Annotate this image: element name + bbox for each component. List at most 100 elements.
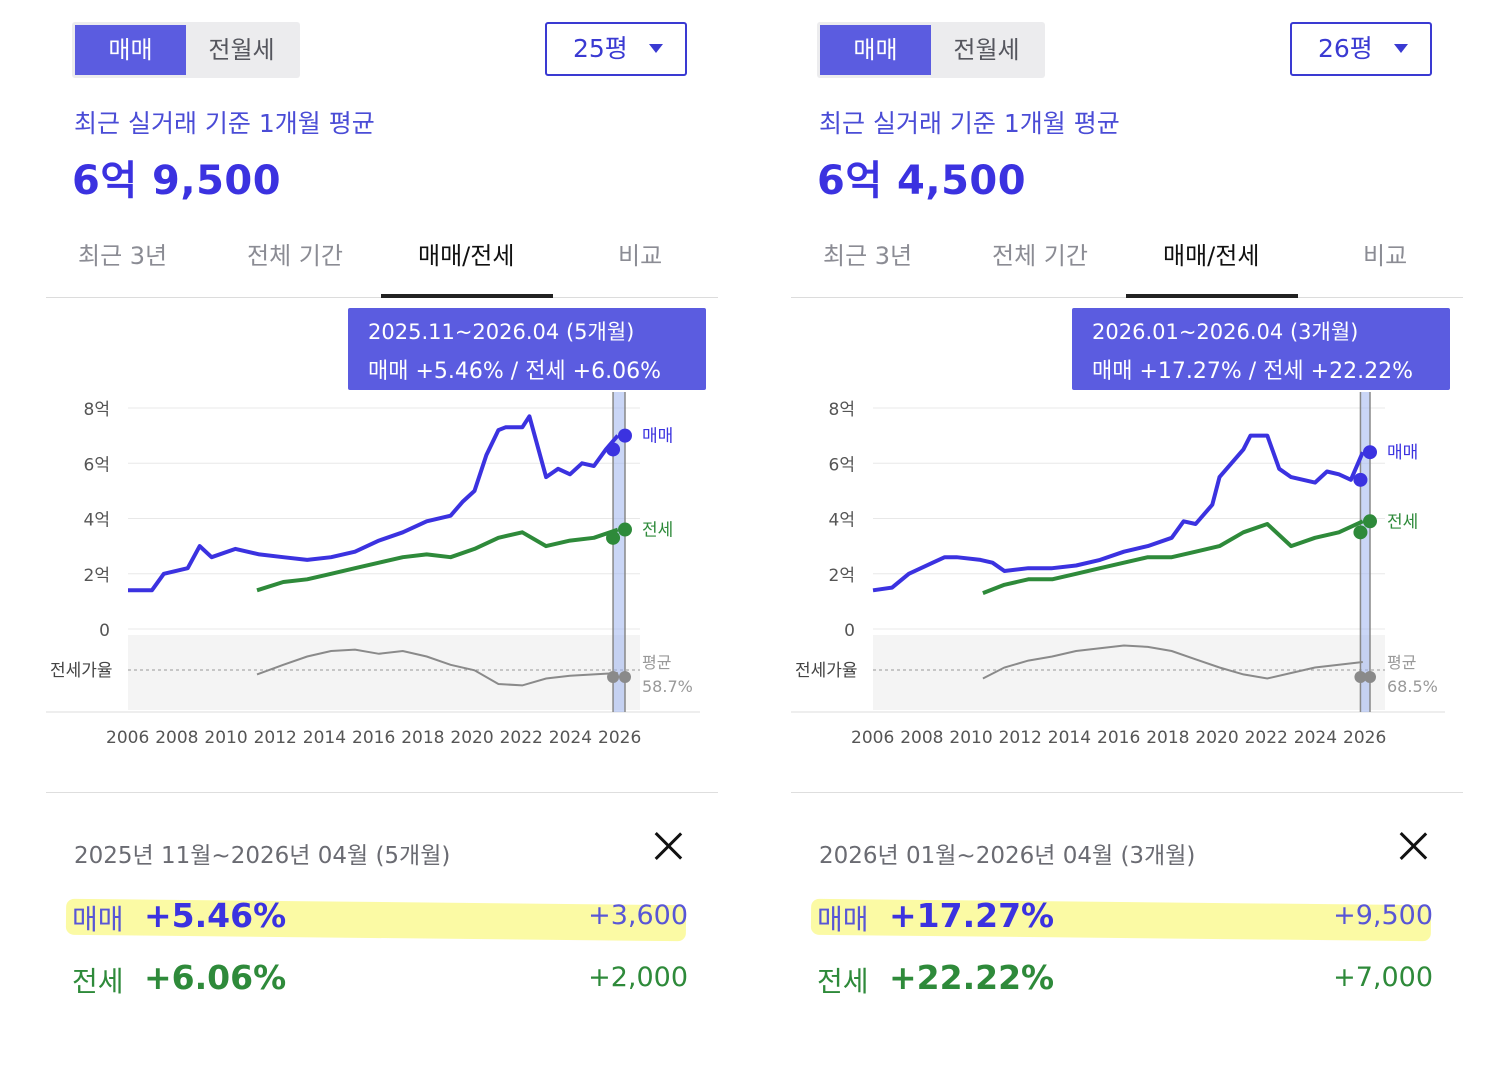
sale-series-label: 매매 [642, 427, 673, 447]
jeonse-end-point [618, 522, 632, 537]
tab-recent-3y[interactable]: 최근 3년 [78, 242, 168, 270]
section-divider [791, 792, 1463, 793]
x-tick-label: 2016 [352, 728, 395, 748]
x-tick-label: 2010 [949, 728, 992, 748]
y-tick-label: 8억 [84, 400, 110, 420]
jeonse-change-percent: +6.06% [144, 958, 287, 997]
avg-ratio-value: 58.7% [642, 677, 693, 696]
selected-range [613, 392, 625, 712]
trade-type-toggle: 매매 전월세 [72, 22, 300, 78]
range-tooltip: 2026.01~2026.04 (3개월) 매매 +17.27% / 전세 +2… [1072, 308, 1450, 390]
sale-start-point [1353, 472, 1368, 487]
x-tick-label: 2018 [1146, 728, 1189, 748]
chevron-down-icon [649, 44, 663, 53]
ratio-start-point [607, 671, 620, 683]
avg-ratio-value: 68.5% [1387, 677, 1438, 696]
selected-range [1360, 392, 1370, 712]
jeonse-end-point [1363, 514, 1377, 529]
x-tick-label: 2022 [1245, 728, 1288, 748]
sale-change-amount: +9,500 [1333, 900, 1433, 931]
sale-change-label: 매매 [72, 903, 124, 936]
close-icon[interactable] [652, 830, 684, 862]
tab-compare[interactable]: 비교 [618, 242, 663, 270]
y-tick-label: 0 [844, 621, 855, 641]
y-tick-label: 2억 [829, 566, 855, 586]
ratio-end-point [619, 671, 631, 683]
sale-end-point [1363, 445, 1377, 460]
jeonse-line [982, 519, 1364, 595]
selected-period: 2025년 11월~2026년 04월 (5개월) [74, 843, 451, 869]
jeonse-change-label: 전세 [817, 965, 869, 998]
tab-compare[interactable]: 비교 [1363, 242, 1408, 270]
x-tick-label: 2018 [401, 728, 444, 748]
y-tick-label: 0 [99, 621, 110, 641]
jeonse-start-point [1353, 525, 1368, 540]
tooltip-rates: 매매 +17.27% / 전세 +22.22% [1092, 359, 1413, 384]
x-tick-label: 2014 [303, 728, 346, 748]
tab-recent-3y[interactable]: 최근 3년 [823, 242, 913, 270]
tooltip-period: 2026.01~2026.04 (3개월) [1092, 320, 1359, 344]
tab-sale-jeonse[interactable]: 매매/전세 [1163, 242, 1260, 270]
jeonse-series-label: 전세 [642, 521, 673, 541]
x-tick-label: 2026 [598, 728, 641, 748]
x-tick-label: 2020 [1195, 728, 1238, 748]
y-tick-label: 6억 [84, 455, 110, 475]
ratio-band [873, 635, 1385, 710]
x-tick-label: 2010 [204, 728, 247, 748]
range-tooltip: 2025.11~2026.04 (5개월) 매매 +5.46% / 전세 +6.… [348, 308, 706, 390]
x-tick-label: 2012 [999, 728, 1042, 748]
rent-tab[interactable]: 전월세 [953, 36, 1020, 64]
tab-all-period[interactable]: 전체 기간 [992, 242, 1088, 270]
x-tick-label: 2026 [1343, 728, 1386, 748]
jeonse-change-amount: +2,000 [588, 962, 688, 993]
x-tick-label: 2024 [1294, 728, 1337, 748]
x-tick-label: 2008 [900, 728, 943, 748]
sale-change-percent: +5.46% [144, 896, 287, 935]
sale-end-point [618, 428, 632, 443]
selected-period: 2026년 01월~2026년 04월 (3개월) [819, 843, 1196, 869]
panel-26py: 매매 전월세 26평 최근 실거래 기준 1개월 평균 6억 4,500 최근 … [745, 0, 1463, 1070]
x-tick-label: 2020 [450, 728, 493, 748]
size-select-value: 25평 [573, 34, 628, 63]
average-price: 6억 4,500 [817, 158, 1027, 204]
x-tick-label: 2024 [549, 728, 592, 748]
x-tick-label: 2022 [500, 728, 543, 748]
active-tab-indicator [381, 294, 553, 298]
active-tab-indicator [1126, 294, 1298, 298]
size-select[interactable]: 26평 [1290, 22, 1432, 76]
ratio-label: 전세가율 [795, 661, 858, 681]
jeonse-series-label: 전세 [1387, 512, 1418, 532]
y-tick-label: 4억 [84, 511, 110, 531]
y-tick-label: 8억 [829, 400, 855, 420]
panel-25py: 매매 전월세 25평 최근 실거래 기준 1개월 평균 6억 9,500 최근 … [0, 0, 718, 1070]
tooltip-period: 2025.11~2026.04 (5개월) [368, 320, 635, 344]
x-tick-label: 2006 [851, 728, 894, 748]
sale-tab[interactable]: 매매 [820, 25, 931, 75]
avg-label: 평균 [642, 653, 671, 672]
sale-tab[interactable]: 매매 [75, 25, 186, 75]
tab-sale-jeonse[interactable]: 매매/전세 [418, 242, 515, 270]
price-subtitle: 최근 실거래 기준 1개월 평균 [819, 109, 1120, 138]
avg-label: 평균 [1387, 653, 1416, 672]
average-price: 6억 9,500 [72, 158, 282, 204]
y-tick-label: 6억 [829, 455, 855, 475]
sale-series-label: 매매 [1387, 443, 1418, 463]
y-tick-label: 2억 [84, 566, 110, 586]
ratio-label: 전세가율 [50, 661, 113, 681]
ratio-line [982, 644, 1363, 680]
size-select[interactable]: 25평 [545, 22, 687, 76]
tab-all-period[interactable]: 전체 기간 [247, 242, 343, 270]
sale-change-label: 매매 [817, 903, 869, 936]
jeonse-line [256, 527, 619, 593]
jeonse-change-percent: +22.22% [889, 958, 1055, 997]
jeonse-start-point [606, 530, 621, 545]
sale-start-point [606, 442, 621, 457]
chevron-down-icon [1394, 44, 1408, 53]
sale-change-amount: +3,600 [588, 900, 688, 931]
sale-line [872, 433, 1365, 593]
x-tick-label: 2016 [1097, 728, 1140, 748]
close-icon[interactable] [1397, 830, 1429, 862]
rent-tab[interactable]: 전월세 [208, 36, 275, 64]
